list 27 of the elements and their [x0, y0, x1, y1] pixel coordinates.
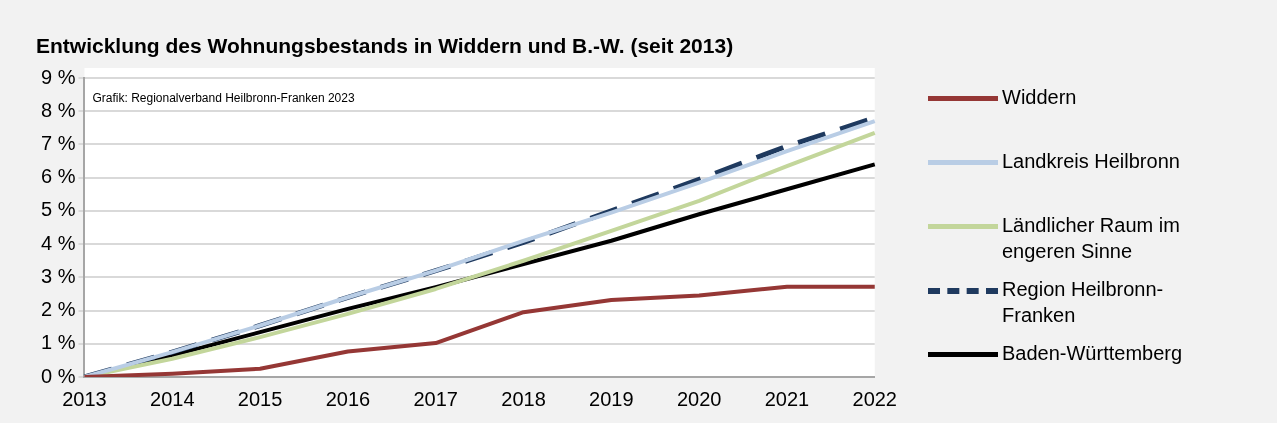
y-tick-label: 1 %	[40, 331, 76, 354]
y-tick-label: 5 %	[40, 198, 76, 221]
chart-title: Entwicklung des Wohnungsbestands in Widdern und B.-W. (seit 2013)	[36, 34, 734, 58]
y-tick-label: 4 %	[40, 231, 76, 254]
x-tick-label: 2017	[413, 387, 458, 410]
legend-label: Landkreis Heilbronn	[1002, 149, 1181, 174]
x-tick-label: 2015	[237, 387, 283, 410]
y-tick-label: 9 %	[40, 65, 76, 88]
legend-label: Ländlicher Raum im engeren Sinne	[1002, 213, 1181, 264]
x-tick-label: 2013	[62, 387, 107, 410]
y-tick-label: 2 %	[40, 298, 76, 321]
x-tick-label: 2018	[501, 387, 546, 410]
legend-label: Widdern	[1002, 85, 1078, 110]
y-tick-label: 0 %	[40, 364, 76, 387]
y-tick-label: 7 %	[40, 131, 76, 154]
x-tick-label: 2021	[764, 387, 810, 410]
annotation: Grafik: Regionalverband Heilbronn-Franken 2023	[92, 91, 355, 106]
x-tick-label: 2019	[589, 387, 634, 410]
y-tick-label: 6 %	[40, 165, 76, 188]
legend-label: Baden-Württemberg	[1002, 341, 1184, 366]
x-tick-label: 2014	[150, 387, 195, 410]
y-tick-label: 3 %	[40, 264, 76, 287]
x-tick-label: 2020	[676, 387, 722, 410]
x-tick-label: 2016	[325, 387, 371, 410]
legend-label: Region Heilbronn-Franken	[1002, 277, 1165, 328]
x-tick-label: 2022	[852, 387, 897, 410]
y-tick-label: 8 %	[40, 98, 76, 121]
